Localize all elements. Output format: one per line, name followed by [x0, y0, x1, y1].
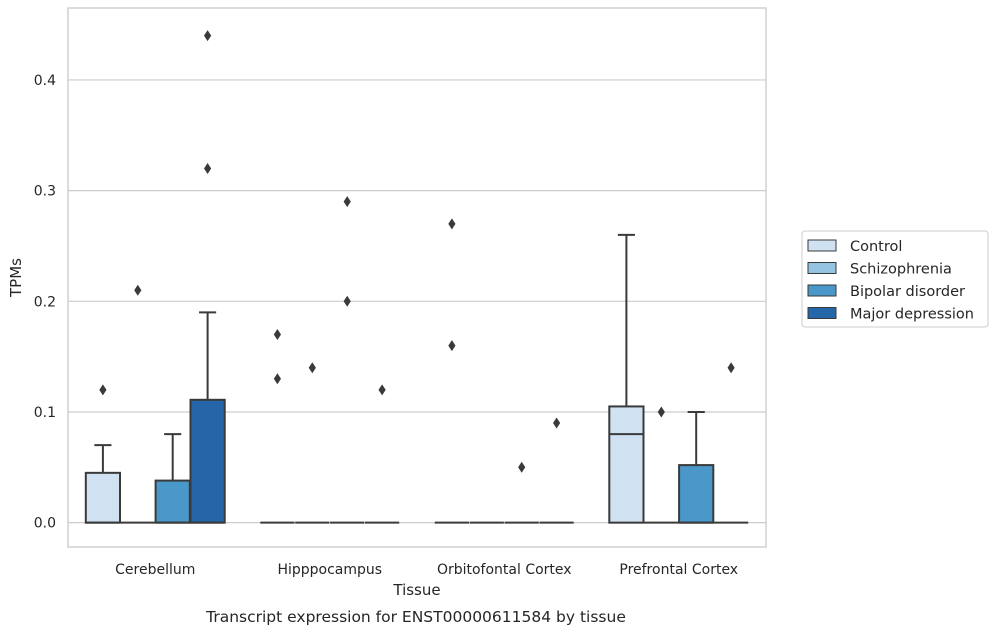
y-tick-labels: 0.0 0.1 0.2 0.3 0.4: [34, 73, 56, 532]
outlier-point: [99, 384, 107, 396]
box-series: [84, 30, 749, 524]
box-body: [189, 398, 226, 524]
box-bipolar-disorder: [678, 410, 715, 524]
legend: Control Schizophrenia Bipolar disorder Majo…: [801, 230, 989, 328]
legend-swatch: [807, 262, 837, 274]
outlier-point: [204, 162, 212, 174]
box-bipolar-disorder: [154, 433, 191, 524]
box-schizophrenia: [295, 362, 330, 524]
plot-frame: [67, 7, 767, 548]
box-major-depression: [713, 362, 749, 524]
legend-swatch: [807, 284, 837, 297]
box-major-depression: [364, 384, 400, 524]
box-control: [434, 218, 470, 524]
box-bipolar-disorder: [504, 461, 539, 524]
y-axis-label: TPMs: [7, 258, 25, 298]
legend-swatch: [807, 239, 837, 252]
legend-label: Schizophrenia: [850, 262, 952, 278]
outlier-point: [727, 362, 735, 374]
x-tick-labels: Cerebellum Hipppocampus Orbitofontal Corte…: [115, 562, 738, 578]
x-tick-label: Hipppocampus: [277, 562, 382, 578]
box-body: [608, 405, 645, 524]
legend-swatch: [807, 307, 837, 319]
outlier-point: [273, 373, 281, 385]
x-tick-label: Orbitofontal Cortex: [437, 562, 572, 578]
y-tick-label: 0.1: [34, 405, 56, 421]
box-control: [84, 384, 122, 524]
outlier-point: [448, 218, 456, 230]
y-tick-label: 0.0: [34, 516, 56, 532]
box-major-depression: [539, 417, 574, 524]
box-major-depression: [189, 30, 226, 524]
outlier-point: [518, 461, 526, 473]
x-tick-label: Cerebellum: [115, 562, 195, 578]
box-schizophrenia: [644, 406, 679, 524]
outlier-point: [273, 328, 281, 340]
legend-label: Major depression: [850, 307, 974, 323]
box-body: [154, 479, 191, 524]
outlier-point: [657, 406, 665, 418]
box-control: [608, 233, 645, 524]
box-body: [84, 471, 122, 524]
y-tick-label: 0.2: [34, 294, 56, 310]
legend-frame: [801, 230, 989, 328]
box-body: [678, 464, 715, 524]
y-tick-label: 0.4: [34, 73, 56, 89]
outlier-point: [553, 417, 561, 429]
outlier-point: [308, 362, 316, 374]
outlier-point: [134, 284, 142, 296]
outlier-point: [343, 295, 351, 307]
outlier-point: [378, 384, 386, 396]
chart-title: Transcript expression for ENST0000061158…: [205, 608, 626, 626]
y-tick-label: 0.3: [34, 184, 56, 200]
box-bipolar-disorder: [330, 196, 365, 524]
outlier-point: [448, 340, 456, 352]
x-axis-label: Tissue: [392, 581, 440, 599]
legend-label: Bipolar disorder: [850, 284, 965, 300]
outlier-point: [204, 30, 212, 42]
outlier-point: [343, 196, 351, 208]
box-control: [260, 328, 295, 524]
box-schizophrenia: [120, 284, 155, 524]
legend-label: Control: [850, 239, 902, 255]
x-tick-label: Prefrontal Cortex: [619, 562, 738, 578]
